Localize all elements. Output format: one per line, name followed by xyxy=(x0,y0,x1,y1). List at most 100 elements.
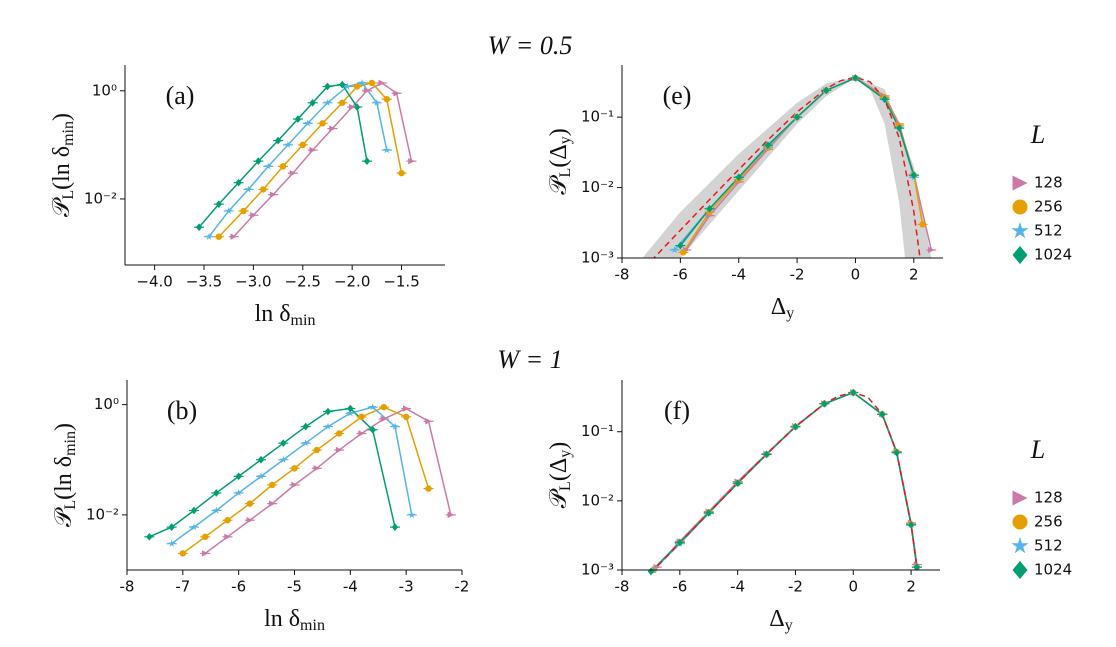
y-axis-label: 𝒫L(Δy) xyxy=(546,128,574,195)
marker xyxy=(670,246,679,254)
marker xyxy=(398,169,405,177)
marker xyxy=(380,403,388,411)
marker xyxy=(235,489,243,497)
marker xyxy=(393,90,400,97)
marker xyxy=(146,532,153,541)
legend-marker xyxy=(1012,175,1028,191)
marker xyxy=(324,422,332,430)
legend-label: 1024 xyxy=(1034,246,1072,264)
marker xyxy=(302,422,309,431)
marker xyxy=(358,430,365,437)
marker xyxy=(850,388,857,397)
marker xyxy=(447,511,455,519)
y-label-part: 𝒫 xyxy=(546,175,572,195)
series-line xyxy=(149,407,396,538)
panel-label: (a) xyxy=(166,81,195,110)
marker xyxy=(224,517,231,524)
marker xyxy=(676,538,684,547)
series-line xyxy=(182,406,430,555)
marker xyxy=(402,413,410,421)
marker xyxy=(195,223,203,232)
marker xyxy=(763,450,770,459)
legend-marker xyxy=(1012,199,1028,215)
legend-marker xyxy=(1011,537,1029,554)
marker xyxy=(246,517,254,524)
series-line xyxy=(171,406,413,545)
marker xyxy=(179,550,187,557)
panel-label: (f) xyxy=(664,396,690,425)
marker xyxy=(705,509,712,517)
panel-label: (b) xyxy=(167,396,197,425)
marker xyxy=(348,103,356,111)
marker xyxy=(919,221,926,228)
marker xyxy=(309,98,316,107)
x-tick-label: -4 xyxy=(731,266,746,284)
marker xyxy=(335,446,343,454)
y-tick-label: 10⁰ xyxy=(92,81,117,99)
marker xyxy=(896,124,903,132)
x-tick-label: −2.0 xyxy=(334,273,370,291)
marker xyxy=(792,422,799,431)
marker xyxy=(215,233,223,240)
x-axis-label: ln δmin xyxy=(255,301,316,329)
marker xyxy=(190,506,198,515)
y-axis-label: 𝒫L(ln δmin) xyxy=(49,113,77,217)
legend-title: L xyxy=(1030,435,1045,464)
x-tick-label: -6 xyxy=(673,266,688,284)
reference-line xyxy=(652,76,921,258)
y-tick-label: 10⁻³ xyxy=(581,249,614,267)
marker xyxy=(230,233,237,240)
marker xyxy=(391,422,399,430)
x-tick-label: -4 xyxy=(343,578,358,596)
marker xyxy=(928,246,935,254)
marker xyxy=(852,74,859,82)
marker xyxy=(201,533,209,541)
x-label-part: ln δ xyxy=(255,301,291,327)
x-tick-label: 0 xyxy=(848,578,858,596)
marker xyxy=(680,249,687,256)
x-label-part: Δ xyxy=(771,294,786,320)
x-label-part: min xyxy=(300,617,325,634)
marker xyxy=(279,163,287,170)
y-label-part: L xyxy=(557,168,574,178)
marker xyxy=(324,82,331,91)
marker xyxy=(289,169,297,177)
legend-label: 256 xyxy=(1034,513,1063,531)
y-label-part: ) xyxy=(546,128,572,136)
marker xyxy=(339,99,346,106)
legend-label: 512 xyxy=(1034,222,1063,240)
marker xyxy=(235,472,242,481)
reference-line xyxy=(652,391,918,570)
marker xyxy=(383,146,391,154)
marker xyxy=(319,120,326,127)
x-label-part: Δ xyxy=(769,606,784,632)
marker xyxy=(402,405,410,412)
marker xyxy=(224,533,231,541)
x-tick-label: 2 xyxy=(909,266,919,284)
y-label-part: (Δ xyxy=(546,144,572,167)
marker xyxy=(257,472,265,480)
marker xyxy=(793,113,801,121)
y-axis-label: 𝒫L(ln δmin) xyxy=(51,423,79,527)
marker xyxy=(213,489,220,497)
y-label-part: L xyxy=(60,190,77,200)
marker xyxy=(168,539,176,547)
legend-marker xyxy=(1012,514,1028,530)
marker xyxy=(291,465,298,472)
legend-label: 512 xyxy=(1034,537,1063,555)
series-line xyxy=(679,77,915,247)
x-tick-label: -8 xyxy=(615,578,630,596)
y-label-part: 𝒫 xyxy=(546,488,572,508)
x-tick-label: -8 xyxy=(120,578,135,596)
marker xyxy=(279,455,287,463)
y-tick-label: 10⁻² xyxy=(86,505,119,523)
marker xyxy=(369,425,376,434)
marker xyxy=(706,204,713,213)
marker xyxy=(408,157,415,165)
legend-label: 128 xyxy=(1034,174,1063,192)
x-axis-label: Δy xyxy=(771,294,794,322)
x-tick-label: −1.5 xyxy=(383,273,419,291)
marker xyxy=(246,500,254,507)
x-tick-label: 0 xyxy=(851,266,861,284)
